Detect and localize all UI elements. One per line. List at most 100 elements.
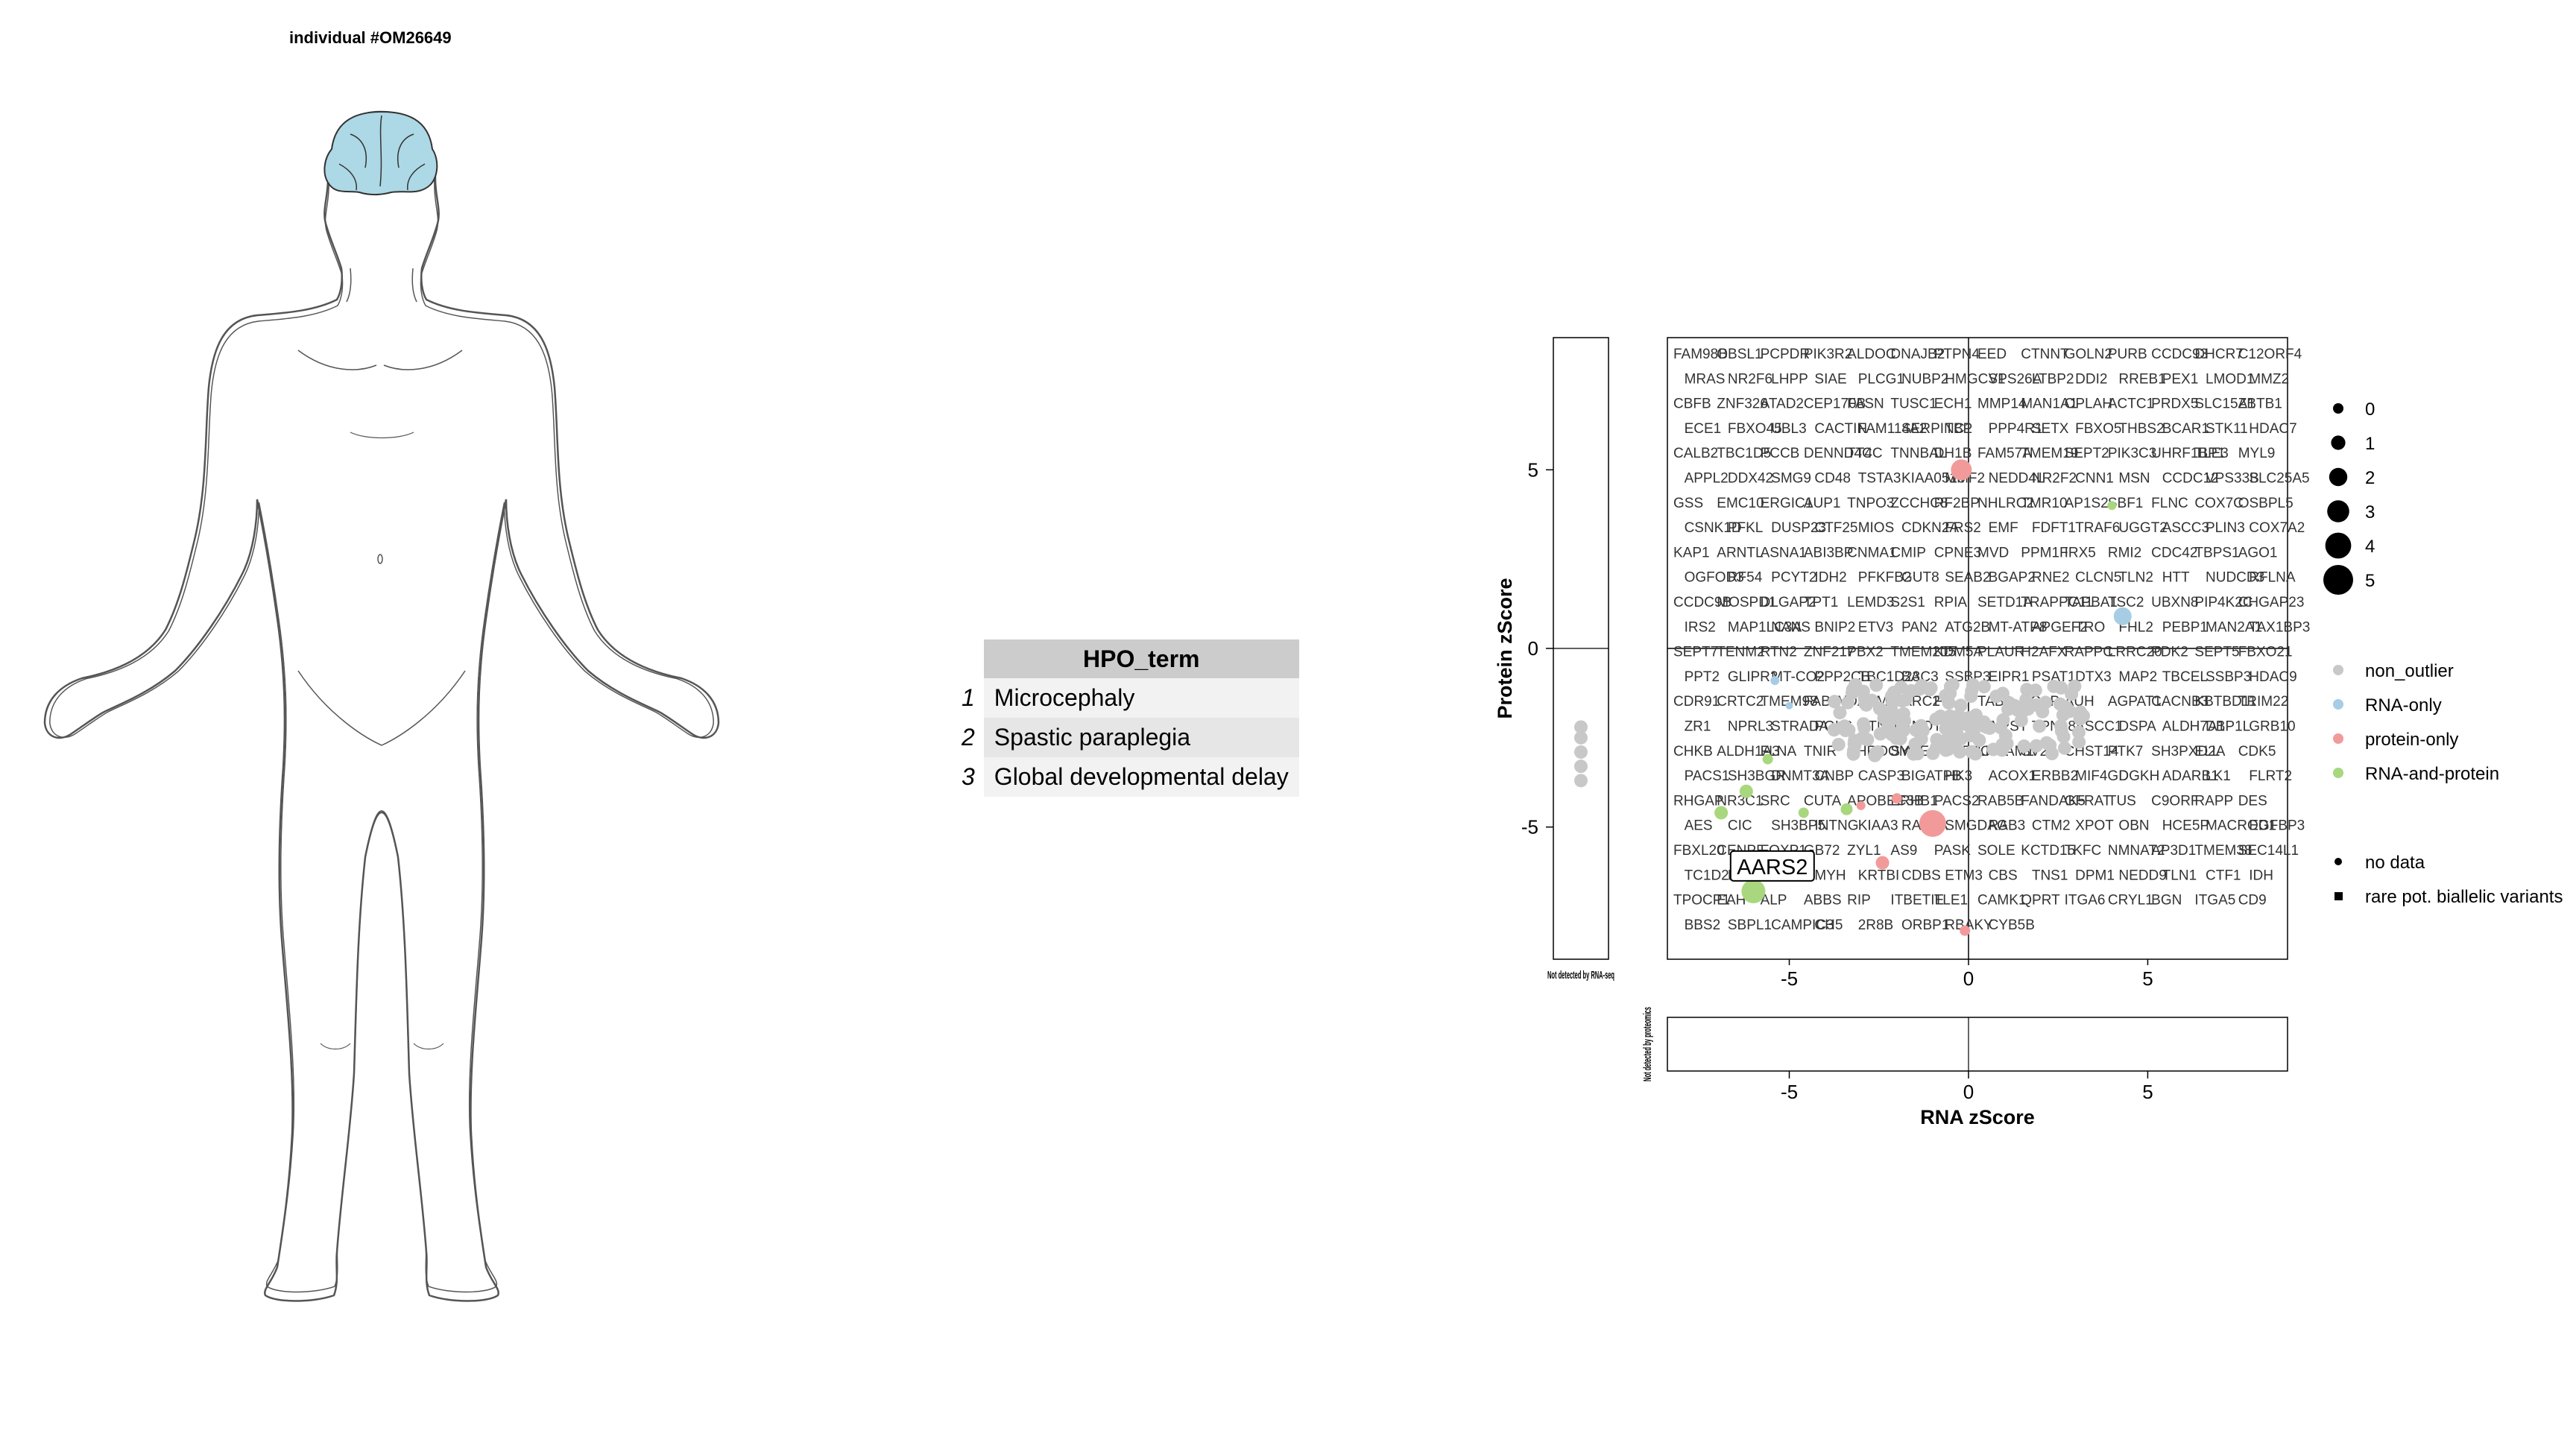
gene-label: RBAKY — [1945, 917, 1993, 933]
data-point — [2000, 736, 2014, 751]
gene-label: ZYL1 — [1847, 843, 1881, 859]
data-point — [1966, 677, 1980, 692]
x-axis-label: RNA zScore — [1920, 1106, 2035, 1128]
gene-label: DH1B — [1934, 446, 1972, 461]
gene-label: MRAS — [1685, 371, 1726, 387]
gene-label: LK1 — [2206, 768, 2231, 784]
gene-label: MT-CO2 — [1771, 669, 1825, 685]
gene-label: DLGAP2 — [1761, 595, 1816, 610]
gene-label: GSS — [1673, 496, 1703, 511]
gene-label: SH3PXD2A — [2151, 744, 2226, 759]
y-tick-label: 5 — [1528, 458, 1538, 481]
gene-label: CACTIN — [1814, 421, 1867, 437]
data-point — [1833, 706, 1847, 720]
gene-label: EGFBP3 — [2249, 818, 2305, 834]
gene-label: LHPP — [1771, 371, 1808, 387]
gene-label: TBCEL — [2162, 669, 2208, 685]
data-point — [2065, 687, 2079, 701]
gene-label: INTNG — [1814, 818, 1858, 834]
data-point — [1951, 459, 1972, 481]
gene-label: MMZ2 — [2249, 371, 2289, 387]
data-point — [1770, 676, 1780, 686]
gene-label: BNIP2 — [1814, 619, 1855, 635]
data-point — [1930, 733, 1944, 747]
brain-icon — [323, 110, 438, 195]
biallelic-legend-label: rare pot. biallelic variants — [2365, 887, 2563, 907]
gene-label: PCPDR — [1761, 347, 1811, 362]
gene-label: ERHB1 — [1890, 793, 1937, 809]
gene-label: ASCC1 — [2075, 719, 2122, 735]
data-point — [2039, 736, 2053, 750]
size-legend-label: 1 — [2365, 434, 2375, 454]
gene-label: CH5 — [1814, 917, 1843, 933]
main-panel: FAM98BOBSL1PCPDRPIK3R2ALDOCDNAJB2PTPN4EE… — [1667, 337, 2310, 960]
gene-label: AUP1 — [1804, 496, 1841, 511]
gene-label: DGKH — [2118, 768, 2159, 784]
gene-label: TAX1BP3 — [2249, 619, 2310, 635]
gene-label: TRAPPC11 — [2021, 595, 2093, 610]
gene-label: MACROD1 — [2206, 818, 2276, 834]
shape-legend: no data rare pot. biallelic variants — [2334, 853, 2563, 907]
data-point — [2057, 741, 2071, 755]
gene-label: DES — [2238, 793, 2267, 809]
data-point — [1875, 856, 1890, 870]
gene-label: FDFT1 — [2032, 520, 2076, 536]
gene-label: KBTBD11 — [2194, 694, 2256, 710]
gene-label: DENND4C — [1804, 446, 1872, 461]
color-legend-label: RNA-and-protein — [2365, 764, 2499, 784]
gene-label: TUS — [2108, 793, 2136, 809]
gene-label: C12ORF4 — [2238, 347, 2302, 362]
size-legend-marker-icon — [2331, 435, 2346, 450]
gene-label: KCTD15 — [2021, 843, 2075, 859]
gene-label: ALDOC — [1847, 347, 1895, 362]
bottom-panel-label: Not detected by proteomics — [1641, 1007, 1654, 1081]
gene-label: FBXL20 — [1673, 843, 1725, 859]
color-legend-label: RNA-only — [2365, 695, 2442, 716]
data-point — [1828, 695, 1842, 709]
gene-label: CBFB — [1673, 397, 1711, 412]
gene-label: GUT8 — [1901, 570, 1939, 586]
gene-label: SLC15A1 — [2194, 397, 2255, 412]
data-point — [1954, 698, 1968, 713]
x-tick-label: 5 — [2142, 967, 2153, 990]
no-data-legend-label: no data — [2365, 853, 2425, 873]
gene-label: CACNB3 — [2151, 694, 2209, 710]
color-legend-marker-icon — [2333, 768, 2343, 778]
gene-label: CDBS — [1901, 868, 1941, 883]
gene-label: RPIA — [1934, 595, 1968, 610]
gene-label: ACOX1 — [1989, 768, 2036, 784]
gene-label: RHGAP — [1673, 793, 1724, 809]
data-point — [1856, 684, 1870, 698]
data-point — [1891, 793, 1902, 804]
data-point — [1869, 678, 1884, 692]
data-point — [2107, 501, 2117, 511]
data-point — [2036, 704, 2050, 718]
data-point — [2072, 735, 2086, 749]
table-row: 3 Global developmental delay — [962, 757, 1299, 797]
gene-label: KAP1 — [1673, 545, 1710, 560]
size-legend-label: 5 — [2365, 571, 2375, 591]
gene-label: TT4C — [1847, 446, 1883, 461]
gene-label: NR2F2 — [2032, 471, 2077, 487]
gene-label: MAP2 — [2118, 669, 2157, 685]
gene-label: CUTA — [1804, 793, 1842, 809]
gene-label: CNN1 — [2075, 471, 2114, 487]
gene-label: FRS2 — [1945, 520, 1981, 536]
gene-label: LMOD1 — [2206, 371, 2254, 387]
data-point — [1838, 724, 1852, 738]
gene-label: NEDD4L — [1989, 471, 2045, 487]
x-tick-label: 0 — [1963, 1081, 1974, 1103]
y-tick-label: 0 — [1528, 637, 1538, 660]
gene-label: OSBPL5 — [2238, 496, 2294, 511]
gene-label: ITGA5 — [2194, 893, 2235, 909]
y-axis-label: Protein zScore — [1494, 578, 1516, 718]
gene-label: PTK7 — [2108, 744, 2144, 759]
data-point — [1798, 807, 1809, 818]
gene-label: SEPT2 — [2065, 446, 2109, 461]
gene-label: CCDC93 — [2151, 347, 2208, 362]
gene-label: RMI2 — [2108, 545, 2141, 560]
gene-label: PLCG1 — [1858, 371, 1904, 387]
gene-label: PFKFB2 — [1858, 570, 1912, 586]
gene-label: MOSPD1 — [1717, 595, 1776, 610]
data-point — [1943, 709, 1957, 723]
